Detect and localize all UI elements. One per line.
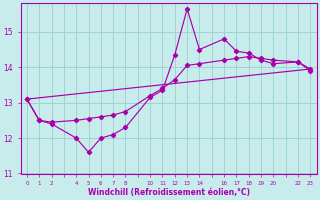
X-axis label: Windchill (Refroidissement éolien,°C): Windchill (Refroidissement éolien,°C) bbox=[88, 188, 250, 197]
